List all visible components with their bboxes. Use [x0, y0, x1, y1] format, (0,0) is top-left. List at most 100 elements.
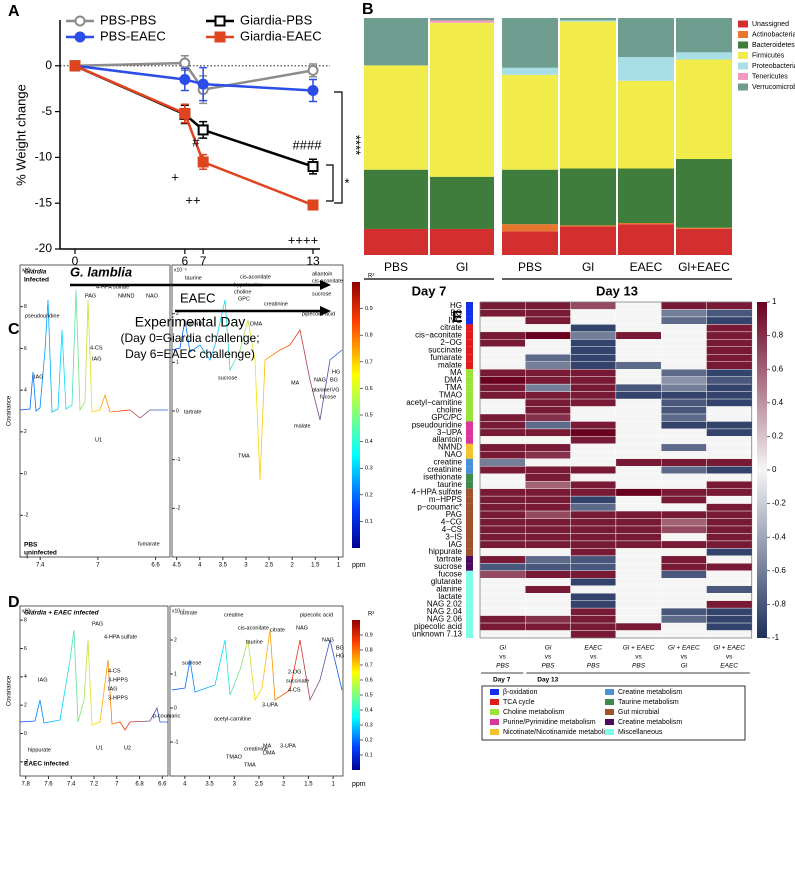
annotation: ++++ [288, 232, 318, 247]
colorbar-tick-label: -0.8 [772, 600, 786, 609]
legend-label: PBS-PBS [100, 12, 157, 27]
x-tick-label: PBS [518, 260, 542, 274]
heat-cell [661, 346, 707, 355]
heat-cell [570, 488, 617, 497]
heat-cell [570, 495, 617, 504]
row-label: unknown 7.13 [412, 629, 462, 638]
panel-label: E [452, 309, 463, 326]
x-tick-label: 2 [290, 563, 294, 569]
peak-label: IAG [38, 677, 47, 683]
heat-cell [706, 324, 752, 333]
heat-cell [525, 585, 571, 594]
arrow-label: G. lamblia [70, 264, 132, 279]
heat-cell [479, 339, 526, 348]
bar-segment [560, 21, 616, 169]
row-label: BG [450, 308, 462, 317]
heat-cell [479, 406, 526, 415]
y-tick-label: 0 [45, 58, 52, 72]
pathway-strip [466, 623, 473, 631]
colorbar-tick-label: 0.1 [365, 519, 373, 525]
x-tick-label: 7.4 [36, 563, 45, 569]
series-line [74, 64, 314, 207]
heat-cell [661, 309, 707, 318]
heat-cell [479, 481, 526, 489]
heat-cell [706, 600, 752, 609]
bar-segment [364, 228, 428, 255]
column-label: vs [635, 654, 642, 661]
row-label: 4−CS [442, 525, 462, 534]
heat-cell [570, 376, 617, 385]
x-tick-label: 1 [337, 563, 341, 569]
heat-cell [479, 309, 526, 318]
heat-cell [615, 331, 662, 340]
group-tag: Infected [24, 277, 49, 284]
row-label: NAG 2.04 [427, 607, 463, 616]
heat-cell [661, 578, 707, 586]
heat-cell [525, 361, 571, 370]
x-tick-label: 6.6 [158, 782, 167, 788]
heat-cell [661, 361, 707, 370]
row-label: isethionate [423, 473, 462, 482]
heat-cell [570, 622, 617, 631]
marker [307, 199, 319, 211]
heat-cell [706, 466, 752, 474]
peak-label: taurine [185, 275, 202, 281]
bar-segment [364, 18, 428, 66]
y-axis-label: % Weight change [13, 84, 28, 186]
legend-marker [74, 15, 86, 27]
annotation: **** [349, 135, 364, 155]
peak-label: 4-CS [288, 687, 301, 693]
heat-cell [479, 495, 526, 504]
row-label: tartrate [437, 555, 463, 564]
heat-cell [615, 466, 662, 474]
marker [179, 74, 191, 86]
column-label: PBS [632, 663, 646, 670]
heat-cell [706, 391, 752, 400]
x-tick-label: 7.6 [44, 782, 53, 788]
y-tick-label: 2 [174, 637, 177, 643]
heat-cell [479, 369, 526, 377]
row-label: IVG [448, 316, 462, 325]
peak-label: 4-CS [90, 345, 103, 351]
pathway-strip [466, 414, 473, 422]
heat-cell [615, 383, 662, 392]
heat-cell [479, 361, 526, 370]
legend-label: Giardia-PBS [240, 12, 313, 27]
row-label: glutarate [431, 577, 463, 586]
pathway-strip [466, 451, 473, 459]
pathway-strip [466, 443, 473, 452]
peak-label: PAG [85, 293, 96, 299]
legend-swatch [738, 83, 748, 91]
heat-cell [661, 600, 707, 609]
peak-label: 4-HPA sulfate [96, 284, 129, 290]
pathway-strip [466, 585, 473, 594]
marker [69, 60, 81, 72]
bar-segment [502, 18, 558, 68]
heat-cell [706, 473, 752, 482]
column-label: PBS [496, 663, 510, 670]
bar-segment [560, 20, 616, 22]
heat-cell [525, 301, 571, 310]
peak-label: cis-aconitate [240, 274, 271, 280]
legend-label: Choline metabolism [503, 709, 565, 716]
heat-cell [661, 481, 707, 489]
y-tick-label: -10 [35, 150, 53, 164]
row-label: TMAO [439, 390, 462, 399]
colorbar-tick-label: 0.2 [365, 737, 373, 743]
pathway-strip [466, 369, 473, 377]
heat-cell [615, 369, 662, 377]
heat-cell [661, 443, 707, 452]
pathway-strip [466, 570, 473, 579]
heat-cell [525, 525, 571, 534]
heat-cell [706, 369, 752, 377]
heat-cell [615, 555, 662, 564]
x-tick-label: 13 [306, 254, 320, 268]
heat-cell [570, 324, 617, 333]
x-tick-label: 6.6 [151, 563, 160, 569]
column-label: PBS [587, 663, 601, 670]
heat-cell [661, 406, 707, 415]
legend-label: Actinobacteria [752, 31, 795, 38]
peak-label: alanine [312, 387, 330, 393]
legend-swatch [605, 729, 614, 735]
